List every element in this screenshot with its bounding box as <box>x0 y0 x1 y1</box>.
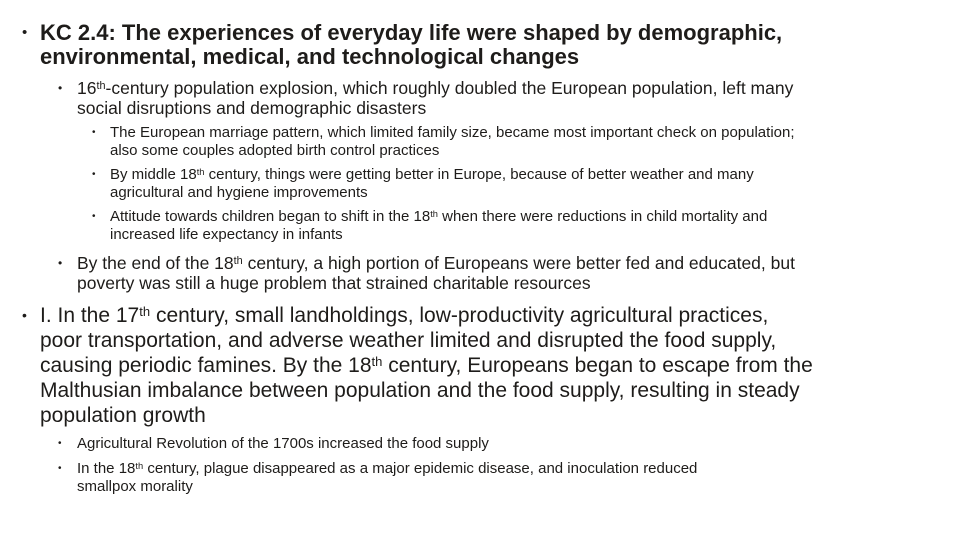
text-segment: Agricultural Revolution of the 1700s inc… <box>77 435 489 452</box>
bullet-text: Attitude towards children began to shift… <box>110 208 960 244</box>
text-segment: when there were reductions in child mort… <box>437 208 768 225</box>
text-segment: increased life expectancy in infants <box>110 226 343 243</box>
text-segment: social disruptions and demographic disas… <box>77 98 427 118</box>
bullet-text: 16th-century population explosion, which… <box>77 78 960 118</box>
text-segment: KC 2.4: The experiences of everyday life… <box>40 20 783 45</box>
text-segment: 16 <box>77 78 97 98</box>
text-segment: agricultural and hygiene improvements <box>110 184 368 201</box>
superscript-text: th <box>430 208 438 219</box>
superscript-text: th <box>96 79 106 92</box>
bullet-end-of-18th-century: • By the end of the 18th century, a high … <box>0 253 960 293</box>
slide-title: • KC 2.4: The experiences of everyday lif… <box>0 21 960 69</box>
bullet-icon: • <box>22 24 28 41</box>
text-segment: The European marriage pattern, which lim… <box>110 124 795 141</box>
bullet-icon: • <box>58 81 63 95</box>
bullet-agricultural-revolution: • Agricultural Revolution of the 1700s in… <box>0 435 960 453</box>
text-segment: In the 18 <box>77 460 136 477</box>
bullet-better-by-middle-18th: • By middle 18th century, things were get… <box>0 166 960 202</box>
text-segment: poverty was still a huge problem that st… <box>77 273 591 293</box>
bullet-text: In the 18th century, plague disappeared … <box>77 460 960 496</box>
text-segment: environmental, medical, and technologica… <box>40 44 580 69</box>
superscript-text: th <box>196 166 205 177</box>
superscript-text: th <box>233 254 243 267</box>
bullet-text: I. In the 17th century, small landholdin… <box>40 303 960 428</box>
bullet-17th-century-famines: • I. In the 17th century, small landholdi… <box>0 303 960 428</box>
text-segment: century, a high portion of Europeans wer… <box>242 253 795 273</box>
bullet-marriage-pattern: • The European marriage pattern, which li… <box>0 124 960 160</box>
text-segment: century, plague disappeared as a major e… <box>143 460 698 477</box>
bullet-icon: • <box>92 211 96 222</box>
bullet-icon: • <box>58 256 63 270</box>
text-segment: I. In the 17 <box>40 304 140 327</box>
superscript-text: th <box>135 460 144 471</box>
text-segment: population growth <box>40 404 206 427</box>
bullet-icon: • <box>58 463 62 474</box>
text-segment: century, small landholdings, low-product… <box>150 304 769 327</box>
bullet-plague-inoculation: • In the 18th century, plague disappeared… <box>0 460 960 496</box>
bullet-icon: • <box>58 438 62 449</box>
slide-bullet-list: • KC 2.4: The experiences of everyday lif… <box>0 21 960 496</box>
superscript-text: th <box>371 353 383 369</box>
bullet-icon: • <box>92 169 96 180</box>
text-segment: century, Europeans began to escape from … <box>382 354 813 377</box>
superscript-text: th <box>139 303 151 319</box>
bullet-icon: • <box>92 127 96 138</box>
text-segment: causing periodic famines. By the 18 <box>40 354 372 377</box>
text-segment: also some couples adopted birth control … <box>110 142 440 159</box>
text-segment: century, things were getting better in E… <box>204 166 754 183</box>
bullet-icon: • <box>22 307 27 323</box>
text-segment: poor transportation, and adverse weather… <box>40 329 777 352</box>
bullet-text: The European marriage pattern, which lim… <box>110 124 960 160</box>
text-segment: -century population explosion, which rou… <box>105 78 794 98</box>
bullet-text: Agricultural Revolution of the 1700s inc… <box>77 435 960 453</box>
text-segment: smallpox morality <box>77 478 193 495</box>
text-segment: Attitude towards children began to shift… <box>110 208 431 225</box>
bullet-text: By the end of the 18th century, a high p… <box>77 253 960 293</box>
text-segment: By the end of the 18 <box>77 253 234 273</box>
bullet-population-explosion: • 16th-century population explosion, whic… <box>0 78 960 118</box>
bullet-text: KC 2.4: The experiences of everyday life… <box>40 21 960 69</box>
bullet-attitude-children: • Attitude towards children began to shif… <box>0 208 960 244</box>
bullet-text: By middle 18th century, things were gett… <box>110 166 960 202</box>
text-segment: By middle 18 <box>110 166 197 183</box>
text-segment: Malthusian imbalance between population … <box>40 379 800 402</box>
